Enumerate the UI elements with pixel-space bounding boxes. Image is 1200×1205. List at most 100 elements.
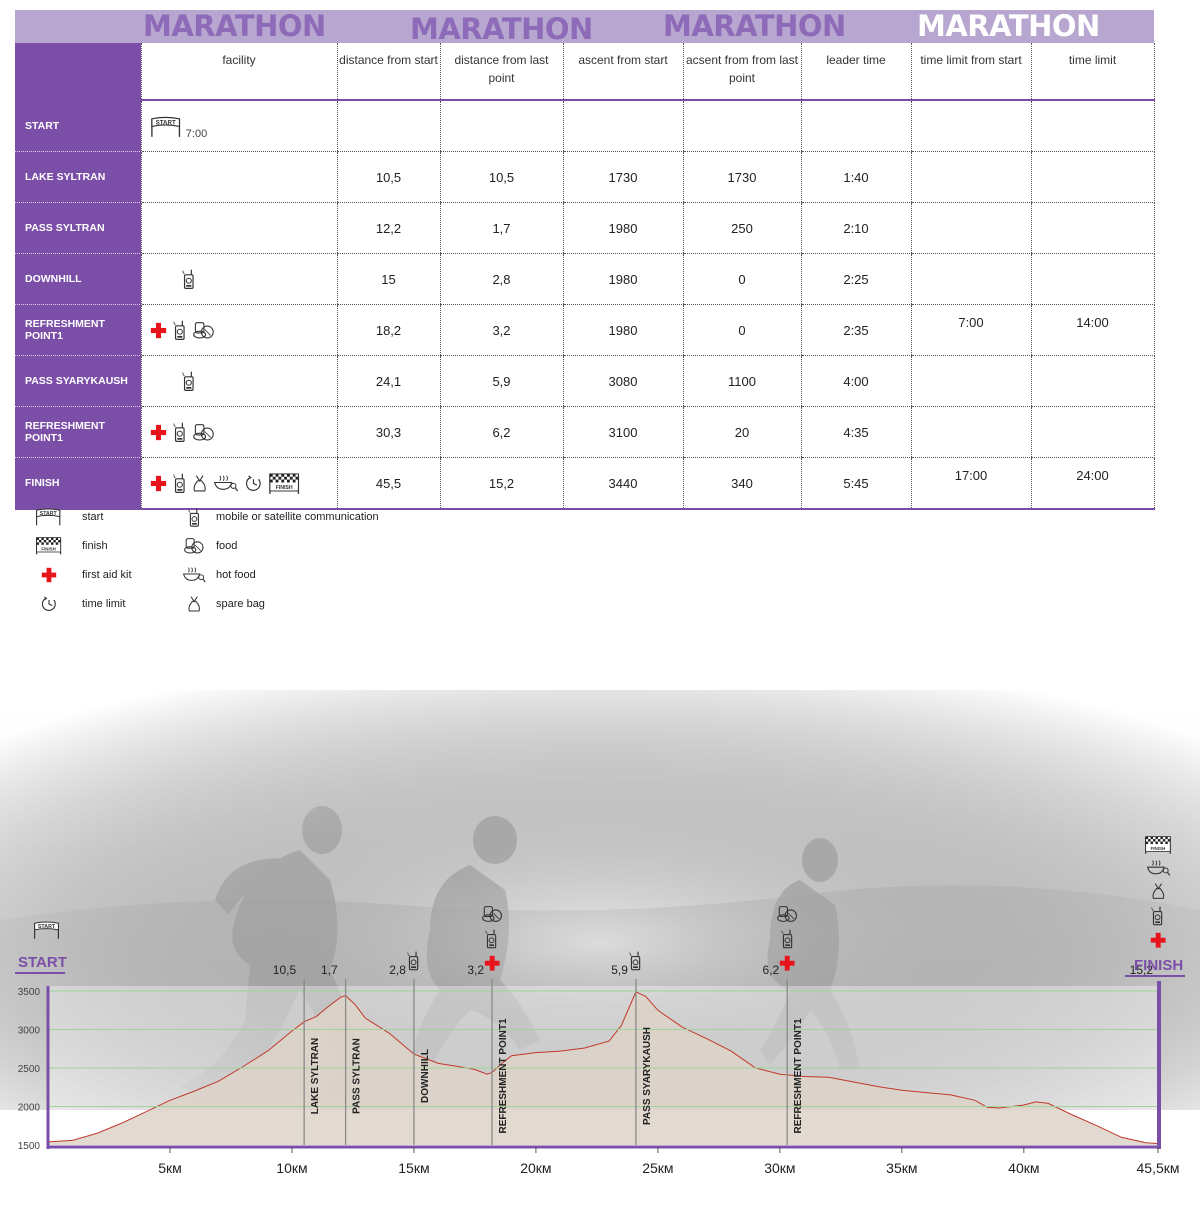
start-time: 7:00 <box>185 128 208 141</box>
cell-ascent-last: 0 <box>682 304 801 356</box>
segment-distance-label: 5,9 <box>611 963 628 977</box>
checkpoint-name: PASS SYARYKAUSH <box>15 355 141 407</box>
cell-limit-start: 17:00 <box>910 457 1031 510</box>
checkpoint-name-label: REFRESHMENT POINT1 <box>498 1018 509 1133</box>
cell-dist: 45,5 <box>336 457 440 510</box>
y-tick-label: 2500 <box>18 1064 41 1075</box>
cell-ascent: 3080 <box>562 355 683 407</box>
chart-icon-wrap <box>1152 883 1164 900</box>
table-corner <box>15 43 141 101</box>
banner-title: MARATHON <box>663 9 846 43</box>
cell-dist-last: 1,7 <box>439 202 563 254</box>
facility-cell: START 7:00 <box>140 100 337 152</box>
checkpoint-table: facility distance from start distance fr… <box>15 43 1155 510</box>
legend-label: hot food <box>216 569 256 581</box>
first-aid-icon <box>779 955 795 971</box>
chart-icon-wrap: START <box>34 921 60 940</box>
legend-icon-wrap <box>180 592 214 616</box>
hot-food-icon <box>214 475 239 492</box>
cell-limit-start: 7:00 <box>910 304 1031 356</box>
cell-limit <box>1030 406 1155 458</box>
cell-ascent-last: 340 <box>682 457 801 510</box>
elevation-profile-chart: 1500 2000 2500 3000 3500 5км 10км 15км 20км 25км 3… <box>15 835 1185 1176</box>
first-aid-icon <box>41 567 57 583</box>
table-row: PASS SYARYKAUSH 24,1 5,9 3080 1100 4:00 <box>15 355 1155 407</box>
cell-leader: 4:00 <box>800 355 911 407</box>
cell-leader: 2:25 <box>800 253 911 305</box>
segment-distance-label: 15,2 <box>1130 963 1154 977</box>
hot-food-icon <box>1146 860 1170 876</box>
column-header: acsent from from last point <box>682 43 801 101</box>
chart-icon-wrap <box>779 955 795 971</box>
first-aid-icon <box>150 424 166 440</box>
cell-dist-last: 10,5 <box>439 151 563 203</box>
spare-bag-icon <box>188 596 200 612</box>
chart-icon-wrap <box>481 906 502 923</box>
svg-text:FINISH: FINISH <box>1151 845 1166 850</box>
cell-ascent-last: 1730 <box>682 151 801 203</box>
legend-icon-wrap <box>180 534 214 558</box>
spare-bag-icon <box>1152 883 1164 900</box>
facility-cell <box>140 253 337 305</box>
table-row: START START 7:00 <box>15 100 1155 152</box>
checkpoint-name-label: PASS SYLTRAN <box>352 1038 363 1114</box>
cell-ascent <box>562 100 683 152</box>
facility-cell <box>140 151 337 203</box>
start-flag-icon: START <box>36 508 61 526</box>
chart-icon-wrap <box>781 929 792 949</box>
cell-leader: 5:45 <box>800 457 911 510</box>
x-tick-label: 30км <box>764 1160 795 1176</box>
facility-cell <box>140 355 337 407</box>
cell-dist: 30,3 <box>336 406 440 458</box>
facility-cell <box>140 406 337 458</box>
cell-ascent-last: 0 <box>682 253 801 305</box>
finish-flag-icon: FINISH <box>1145 835 1171 854</box>
column-header: distance from start <box>336 43 440 101</box>
legend-icon-wrap <box>180 505 214 529</box>
clock-icon <box>41 596 56 611</box>
checkpoint-name: DOWNHILL <box>15 253 141 305</box>
facility-cell: FINISH <box>140 457 337 510</box>
spare-bag-icon <box>193 475 206 492</box>
legend-label: finish <box>82 540 108 552</box>
segment-distance-label: 2,8 <box>389 963 406 977</box>
cell-ascent-last: 1100 <box>682 355 801 407</box>
clock-icon <box>245 474 261 491</box>
cell-limit <box>1030 202 1155 254</box>
cell-ascent: 1980 <box>562 253 683 305</box>
checkpoint-name: REFRESHMENT POINT1 <box>15 304 141 356</box>
cell-limit-start <box>910 151 1031 203</box>
phone-icon <box>181 371 194 391</box>
phone-icon <box>781 929 792 949</box>
table-row: FINISH FINISH 45,5 15,2 3440 340 5:45 17:00 24:0… <box>15 457 1155 510</box>
phone-icon <box>172 422 185 442</box>
cell-ascent: 1980 <box>562 304 683 356</box>
cell-limit <box>1030 253 1155 305</box>
cell-ascent: 1730 <box>562 151 683 203</box>
legend-icon-wrap: FINISH <box>35 534 69 558</box>
cell-limit: 24:00 <box>1030 457 1155 510</box>
column-header: leader time <box>800 43 911 101</box>
facility-cell <box>140 304 337 356</box>
svg-text:START: START <box>40 511 58 517</box>
start-flag-icon: START <box>150 116 180 137</box>
legend-label: first aid kit <box>82 569 132 581</box>
checkpoint-name: REFRESHMENT POINT1 <box>15 406 141 458</box>
phone-icon <box>188 508 199 527</box>
column-header: distance from last point <box>439 43 563 101</box>
cell-limit <box>1030 151 1155 203</box>
legend-label: mobile or satellite communication <box>216 511 379 523</box>
x-tick-label: 25км <box>642 1160 673 1176</box>
cell-ascent: 3100 <box>562 406 683 458</box>
checkpoint-name-label: DOWNHILL <box>420 1049 431 1103</box>
first-aid-icon <box>1150 932 1166 948</box>
checkpoint-name-label: REFRESHMENT POINT1 <box>793 1018 804 1133</box>
legend-icon-wrap <box>35 563 69 587</box>
y-tick-label: 3000 <box>18 1026 41 1037</box>
cell-dist-last: 3,2 <box>439 304 563 356</box>
facility-cell <box>140 202 337 254</box>
chart-icon-wrap <box>407 951 419 970</box>
checkpoint-name: START <box>15 100 141 152</box>
cell-dist <box>336 100 440 152</box>
cell-dist-last: 15,2 <box>439 457 563 510</box>
